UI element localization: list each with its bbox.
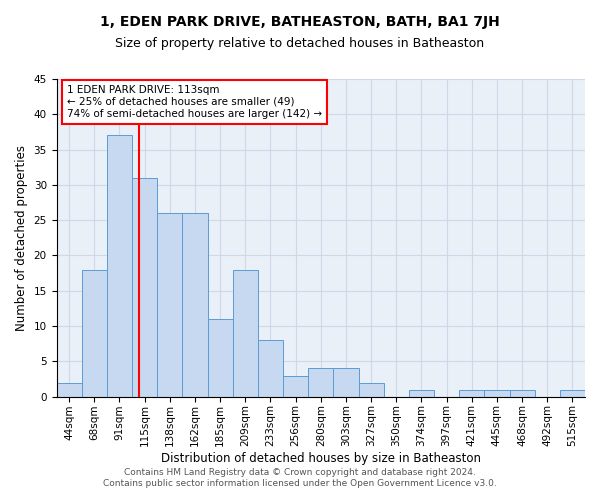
Text: 1, EDEN PARK DRIVE, BATHEASTON, BATH, BA1 7JH: 1, EDEN PARK DRIVE, BATHEASTON, BATH, BA… [100, 15, 500, 29]
Bar [56, 382, 82, 396]
Bar [208, 319, 233, 396]
Text: Contains HM Land Registry data © Crown copyright and database right 2024.
Contai: Contains HM Land Registry data © Crown c… [103, 468, 497, 487]
Bar [233, 270, 258, 396]
Bar [182, 213, 208, 396]
Bar [560, 390, 585, 396]
Bar [359, 382, 383, 396]
Bar [132, 178, 157, 396]
Text: 1 EDEN PARK DRIVE: 113sqm
← 25% of detached houses are smaller (49)
74% of semi-: 1 EDEN PARK DRIVE: 113sqm ← 25% of detac… [67, 86, 322, 118]
Bar [157, 213, 182, 396]
Bar [283, 376, 308, 396]
Bar [484, 390, 509, 396]
Y-axis label: Number of detached properties: Number of detached properties [15, 145, 28, 331]
Bar [509, 390, 535, 396]
Bar [308, 368, 334, 396]
Bar [409, 390, 434, 396]
Text: Size of property relative to detached houses in Batheaston: Size of property relative to detached ho… [115, 38, 485, 51]
Bar [459, 390, 484, 396]
Bar [82, 270, 107, 396]
X-axis label: Distribution of detached houses by size in Batheaston: Distribution of detached houses by size … [161, 452, 481, 465]
Bar [334, 368, 359, 396]
Bar [258, 340, 283, 396]
Bar [107, 136, 132, 396]
